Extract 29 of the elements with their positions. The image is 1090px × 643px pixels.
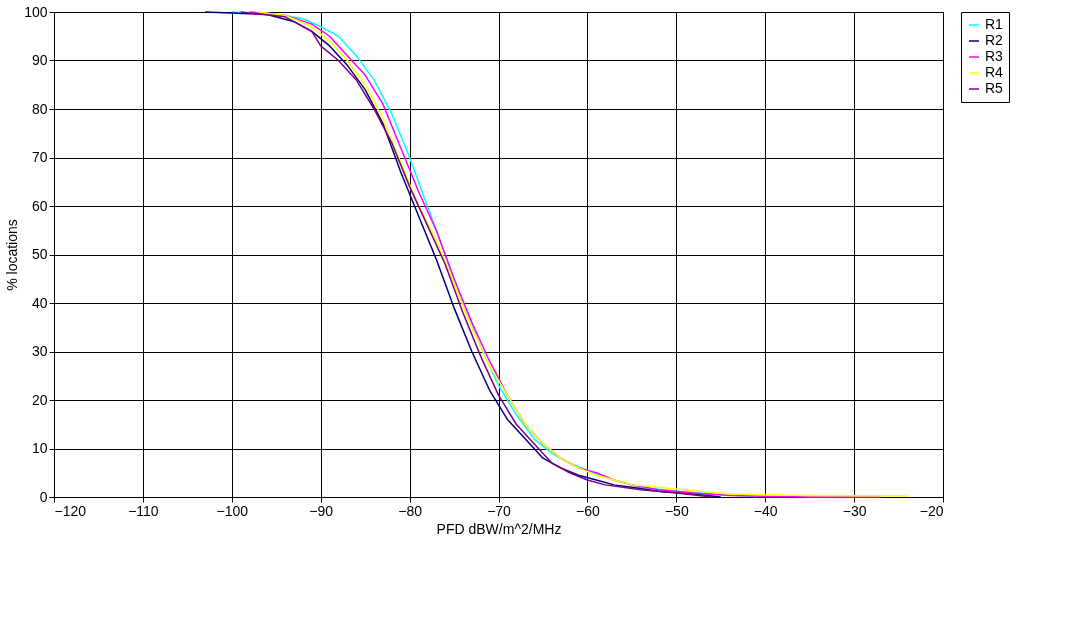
legend-label: R2	[985, 32, 1004, 48]
y-axis-title: % locations	[4, 219, 21, 291]
y-tick-label: 10	[31, 440, 48, 456]
legend-label: R4	[985, 64, 1004, 80]
x-axis-title: PFD dBW/m^2/MHz	[436, 520, 562, 537]
y-tick-label: 70	[31, 149, 48, 165]
y-tick-label: 40	[31, 294, 48, 311]
x-tick-label: −70	[487, 502, 512, 519]
x-tick-label: −90	[309, 502, 334, 519]
y-tick-label: 90	[31, 52, 48, 68]
y-tick-label: 0	[39, 488, 48, 505]
y-tick-label: 100	[24, 3, 48, 20]
x-tick-label: −20	[919, 502, 944, 519]
x-tick-label: −120	[54, 502, 87, 519]
x-tick-label: −100	[216, 502, 249, 519]
x-tick-label: −110	[128, 502, 159, 519]
x-tick-label: −50	[664, 502, 689, 519]
legend-label: R5	[985, 80, 1004, 96]
y-tick-label: 20	[31, 391, 48, 408]
y-tick-label: 80	[31, 100, 48, 117]
y-tick-label: 50	[31, 246, 48, 262]
x-tick-label: −40	[753, 502, 778, 519]
legend-label: R3	[985, 48, 1004, 64]
y-tick-label: 60	[31, 197, 48, 214]
x-tick-label: −60	[576, 502, 600, 519]
x-tick-label: −30	[842, 502, 867, 519]
y-tick-label: 30	[31, 343, 48, 359]
x-tick-label: −80	[398, 502, 423, 519]
legend-label: R1	[985, 16, 1004, 32]
